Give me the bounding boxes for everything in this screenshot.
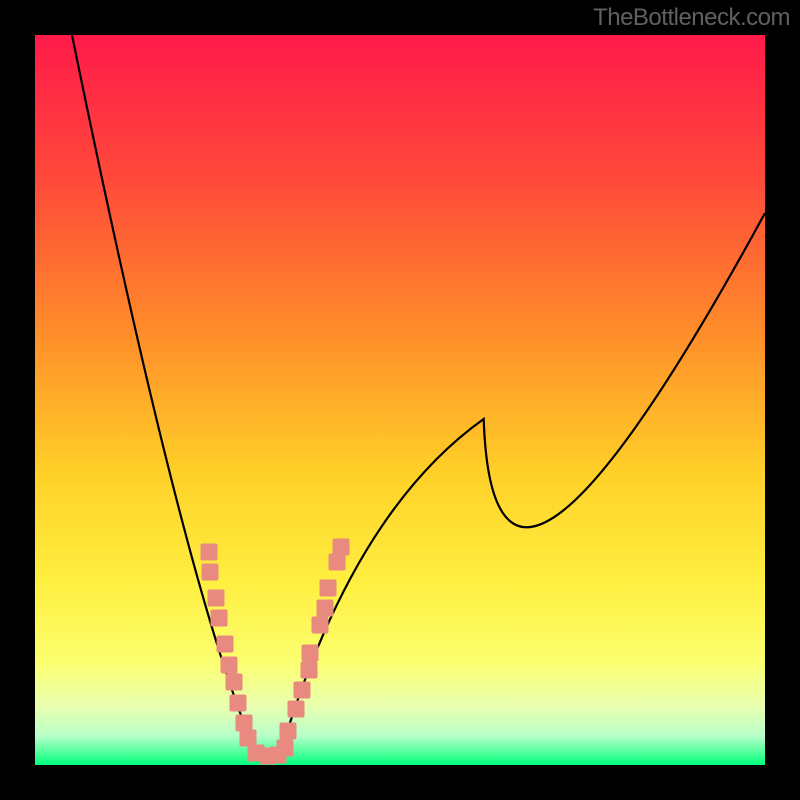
v-curve [35, 35, 765, 765]
data-marker [312, 617, 329, 634]
data-marker [320, 580, 337, 597]
data-marker [208, 590, 225, 607]
data-marker [301, 662, 318, 679]
data-marker [211, 610, 228, 627]
data-marker [317, 600, 334, 617]
data-marker [329, 554, 346, 571]
plot-area [35, 35, 765, 765]
data-marker [302, 645, 319, 662]
data-marker [230, 695, 247, 712]
data-marker [226, 674, 243, 691]
data-marker [294, 682, 311, 699]
data-marker [280, 723, 297, 740]
data-marker [202, 564, 219, 581]
data-marker [217, 636, 234, 653]
watermark-text: TheBottleneck.com [593, 4, 790, 32]
data-marker [221, 657, 238, 674]
data-marker [201, 544, 218, 561]
data-marker [288, 701, 305, 718]
data-marker [333, 539, 350, 556]
data-marker [277, 740, 294, 757]
